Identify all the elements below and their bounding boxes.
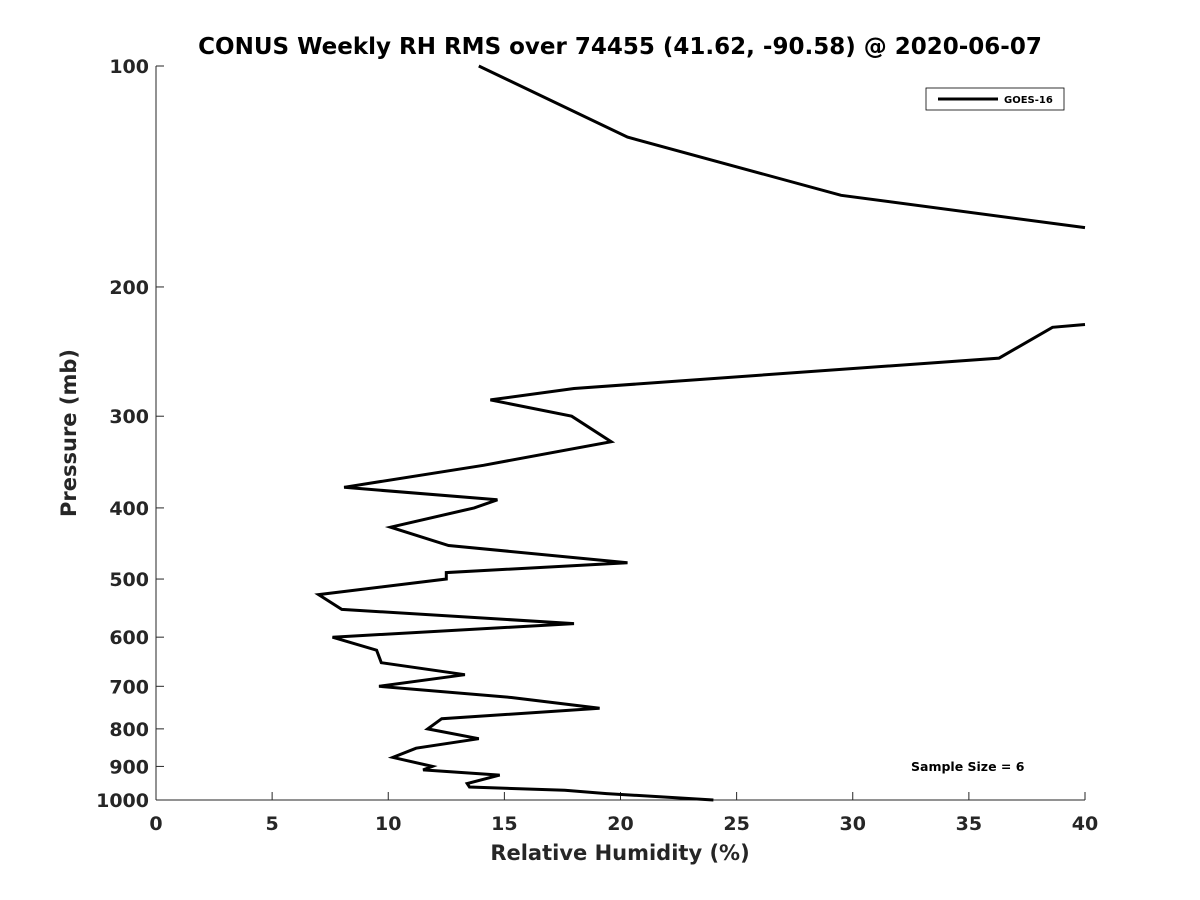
plot-area xyxy=(156,66,1085,800)
series-line-goes-16-segment-1 xyxy=(314,323,1086,802)
y-axis-label: Pressure (mb) xyxy=(57,349,81,517)
y-tick-label: 100 xyxy=(109,56,149,78)
y-tick-label: 400 xyxy=(109,498,149,520)
chart-title: CONUS Weekly RH RMS over 74455 (41.62, -… xyxy=(198,34,1042,60)
series-group xyxy=(314,64,1086,802)
y-tick-label: 800 xyxy=(109,719,149,741)
legend-label-goes-16: GOES-16 xyxy=(1004,95,1053,106)
y-tick-label: 500 xyxy=(109,569,149,591)
legend: GOES-16 xyxy=(925,87,1065,111)
y-tick-label: 900 xyxy=(109,756,149,778)
x-tick-label: 40 xyxy=(1072,813,1098,835)
x-tick-label: 25 xyxy=(723,813,749,835)
x-tick-label: 5 xyxy=(266,813,279,835)
x-tick-label: 35 xyxy=(956,813,982,835)
series-line-goes-16-segment-0 xyxy=(478,64,1086,230)
y-tick-label: 1000 xyxy=(96,790,149,812)
y-axis-ticks: 100 200 300 400 500 600 700 800 900 1000 xyxy=(96,56,164,812)
sample-size-annotation: Sample Size = 6 xyxy=(911,759,1025,774)
x-tick-label: 30 xyxy=(840,813,866,835)
y-tick-label: 300 xyxy=(109,406,149,428)
x-tick-label: 15 xyxy=(491,813,517,835)
y-tick-label: 200 xyxy=(109,277,149,299)
x-tick-label: 0 xyxy=(149,813,162,835)
x-axis-label: Relative Humidity (%) xyxy=(490,841,749,865)
x-axis-ticks: 0 5 10 15 20 25 30 35 40 xyxy=(149,792,1098,835)
y-tick-label: 600 xyxy=(109,627,149,649)
x-tick-label: 20 xyxy=(607,813,633,835)
x-tick-label: 10 xyxy=(375,813,401,835)
y-tick-label: 700 xyxy=(109,676,149,698)
